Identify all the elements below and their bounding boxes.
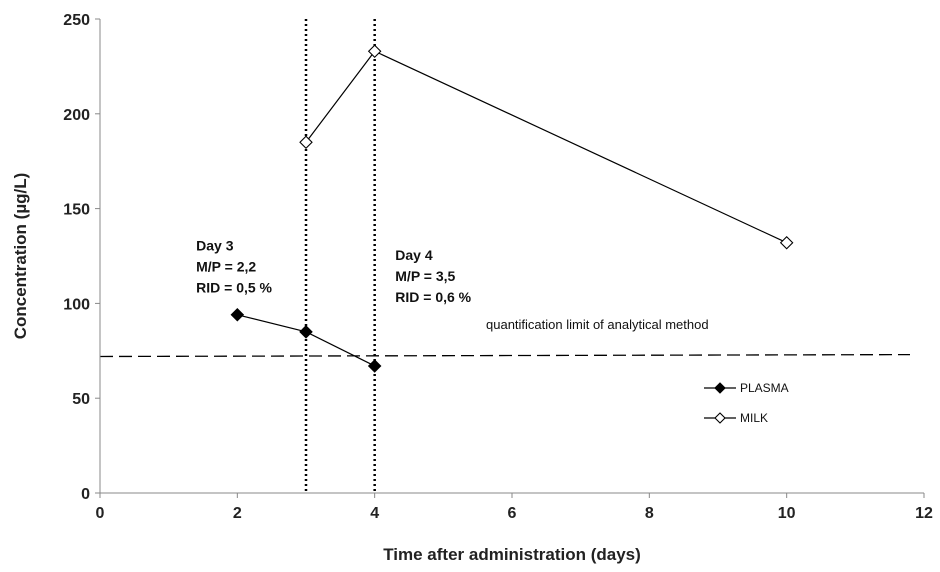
x-axis-title: Time after administration (days) [383, 545, 641, 564]
y-tick-label: 0 [81, 486, 90, 503]
x-tick-label: 8 [645, 505, 654, 522]
plasma-data-point [299, 325, 313, 339]
plasma-data-point [367, 359, 382, 373]
series-group [230, 44, 794, 373]
reference-lines: quantification limit of analytical metho… [99, 19, 911, 493]
x-tick-label: 10 [778, 505, 796, 522]
legend: PLASMA MILK [704, 381, 789, 425]
legend-plasma-label: PLASMA [740, 381, 789, 395]
y-tick-label: 100 [63, 296, 90, 313]
annotation-day4-line: Day 4 [395, 247, 433, 263]
milk-data-point [779, 235, 794, 250]
y-tick-label: 150 [63, 202, 90, 219]
annotation-day3-line: M/P = 2,2 [196, 258, 256, 274]
annotation-day4-line: M/P = 3,5 [395, 268, 455, 284]
quantification-limit-label: quantification limit of analytical metho… [486, 317, 709, 332]
quantification-limit-line [99, 353, 911, 358]
legend-milk-marker [714, 412, 726, 424]
milk-data-point [367, 44, 382, 59]
y-tick-label: 50 [72, 391, 90, 408]
annotation-day3-line: Day 3 [196, 237, 234, 253]
annotation-day4-line: RID = 0,6 % [395, 289, 471, 305]
x-tick-label: 0 [96, 505, 105, 522]
y-tick-label: 200 [63, 107, 90, 124]
milk-series-line [305, 50, 787, 244]
legend-milk-label: MILK [740, 411, 768, 425]
y-tick-label: 250 [63, 12, 90, 29]
x-tick-label: 2 [233, 505, 242, 522]
x-tick-label: 6 [508, 505, 517, 522]
plasma-data-point [230, 307, 245, 322]
y-axis-title: Concentration (µg/L) [11, 173, 30, 340]
x-tick-label: 4 [370, 505, 379, 522]
legend-plasma-marker [714, 382, 726, 394]
annotations: Day 3 M/P = 2,2 RID = 0,5 % Day 4 M/P = 3,5 R… [196, 237, 472, 304]
milk-data-point [299, 135, 313, 150]
axes: 0 2 4 6 8 10 12 0 50 100 150 200 250 [63, 12, 933, 522]
annotation-day3-line: RID = 0,5 % [196, 279, 272, 295]
x-tick-label: 12 [915, 505, 933, 522]
